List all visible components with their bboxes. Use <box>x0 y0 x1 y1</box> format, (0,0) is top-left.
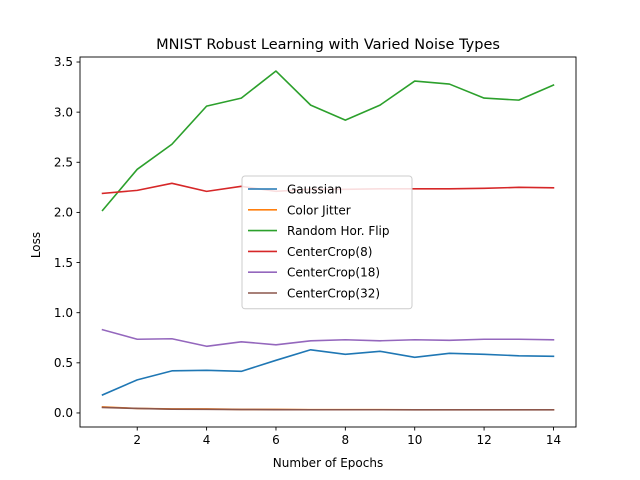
x-tick-label: 10 <box>407 433 422 447</box>
legend-label-1: Color Jitter <box>287 203 351 217</box>
legend: Gaussian Color Jitter Random Hor. Flip Cent… <box>241 175 413 310</box>
plot-frame <box>79 56 577 428</box>
x-tick-label: 8 <box>342 433 350 447</box>
x-tick-label: 6 <box>272 433 280 447</box>
x-tick-label: 14 <box>546 433 561 447</box>
y-axis-label: Loss <box>29 232 43 258</box>
legend-label-5: CenterCrop(32) <box>287 287 380 301</box>
chart-title: MNIST Robust Learning with Varied Noise … <box>156 37 500 53</box>
y-tick-label: 1.5 <box>54 256 73 270</box>
y-tick-label: 0.5 <box>54 356 73 370</box>
legend-label-4: CenterCrop(18) <box>287 266 380 280</box>
series-line-2 <box>101 70 555 212</box>
x-tick-label: 2 <box>133 433 141 447</box>
y-tick-label: 2.5 <box>54 155 73 169</box>
series-line-5 <box>101 406 555 411</box>
y-tick-label: 3.5 <box>54 55 73 69</box>
x-axis-label: Number of Epochs <box>273 456 383 470</box>
y-tick-label: 3.0 <box>54 105 73 119</box>
legend-label-2: Random Hor. Flip <box>287 224 390 238</box>
legend-label-3: CenterCrop(8) <box>287 245 372 259</box>
axes-layer: 2 4 6 8 10 12 14 0.0 0.5 1.0 1.5 2.0 2.5 3.0 3.5 <box>54 55 577 447</box>
series-line-0 <box>101 348 555 396</box>
series-line-4 <box>101 328 555 348</box>
x-tick-label: 4 <box>203 433 211 447</box>
x-tick-label: 12 <box>476 433 491 447</box>
y-tick-label: 2.0 <box>54 206 73 220</box>
legend-label-0: Gaussian <box>287 183 342 197</box>
y-tick-label: 0.0 <box>54 406 73 420</box>
legend-box <box>241 175 413 310</box>
y-tick-label: 1.0 <box>54 306 73 320</box>
